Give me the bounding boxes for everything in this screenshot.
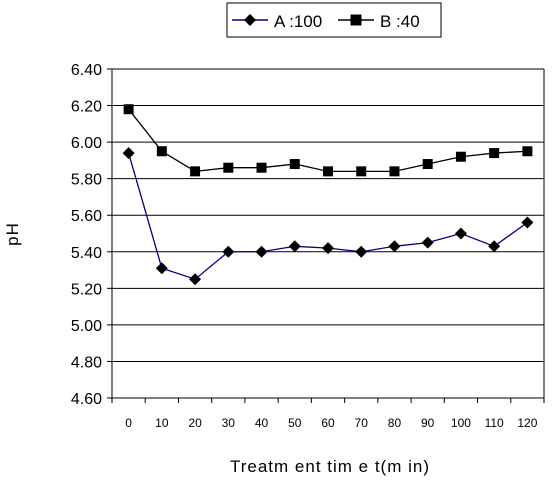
data-point-a [255, 245, 268, 258]
y-tick-label: 5.20 [71, 281, 102, 298]
y-tick-label: 6.40 [71, 62, 102, 79]
data-point-b [356, 166, 367, 177]
data-point-a [488, 240, 501, 253]
data-point-b [256, 162, 267, 173]
data-point-a [222, 245, 235, 258]
legend-marker-b [350, 14, 362, 26]
data-point-a [122, 147, 135, 160]
legend: A :100 B :40 [226, 2, 442, 38]
x-tick-label: 110 [485, 416, 504, 430]
x-axis-label: Treatm ent tim e t(m in) [230, 457, 430, 476]
y-tick-labels: 6.40 6.20 6.00 5.80 5.60 5.40 5.20 5.00 4.80 4.60 [71, 62, 102, 408]
y-tick-label: 6.20 [71, 99, 102, 116]
y-tick-label: 4.60 [71, 391, 102, 408]
data-point-a [189, 273, 202, 286]
x-tick-label: 50 [288, 416, 302, 430]
x-tick-label: 20 [188, 416, 202, 430]
x-tick-label: 10 [155, 416, 169, 430]
gridlines [107, 68, 545, 403]
y-tick-label: 5.60 [71, 208, 102, 225]
legend-label-a: A :100 [274, 12, 322, 31]
x-tick-label: 90 [421, 416, 435, 430]
data-point-b [455, 151, 466, 162]
data-point-a [288, 240, 301, 253]
data-point-a [388, 240, 401, 253]
data-point-a [421, 236, 434, 249]
series-line-b [128, 108, 528, 173]
x-tick-label: 100 [451, 416, 471, 430]
data-point-a [322, 242, 334, 255]
data-point-b [389, 166, 400, 177]
data-point-b [190, 166, 201, 177]
data-point-b [223, 162, 234, 173]
y-tick-label: 6.00 [71, 135, 102, 152]
legend-marker-a [244, 14, 256, 26]
y-tick-label: 5.00 [71, 318, 102, 335]
series-group [122, 104, 534, 286]
x-tick-label: 0 [125, 416, 132, 430]
x-tick-label: 30 [222, 416, 236, 430]
data-point-a [521, 216, 534, 229]
x-tick-label: 70 [355, 416, 369, 430]
x-tick-label: 80 [388, 416, 402, 430]
data-point-b [522, 146, 533, 157]
legend-label-b: B :40 [380, 12, 420, 31]
data-point-a [155, 262, 168, 275]
data-point-b [289, 159, 300, 170]
x-tick-labels: 0 10 20 30 40 50 60 70 80 90 100 110 120 [125, 416, 537, 430]
y-tick-label: 5.40 [71, 245, 102, 262]
x-tick-label: 40 [255, 416, 269, 430]
data-point-b [323, 166, 333, 177]
x-tick-label: 120 [517, 416, 537, 430]
y-axis-label: pH [3, 222, 22, 246]
y-tick-label: 4.80 [71, 354, 102, 371]
data-point-a [454, 227, 467, 240]
x-tick-label: 60 [321, 416, 335, 430]
data-point-b [422, 159, 433, 170]
data-point-b [123, 104, 134, 115]
y-tick-label: 5.80 [71, 172, 102, 189]
data-point-b [156, 146, 167, 157]
data-point-b [489, 148, 500, 159]
data-point-a [355, 245, 368, 258]
